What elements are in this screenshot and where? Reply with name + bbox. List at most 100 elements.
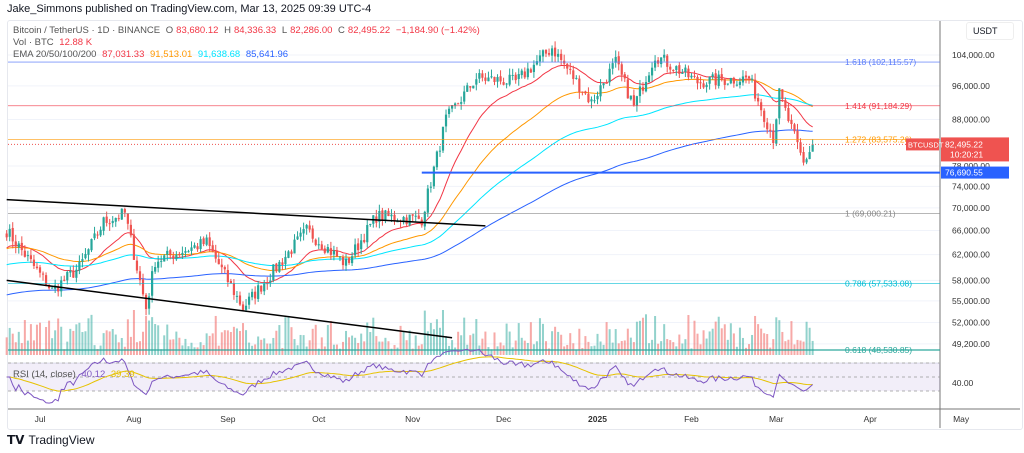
volume-bar (802, 341, 805, 355)
price-tick-label: 66,000.00 (952, 226, 990, 236)
candle-body (329, 248, 332, 255)
volume-bar (348, 337, 351, 355)
rsi-label[interactable]: RSI (14, close) (13, 369, 76, 380)
candle-body (408, 214, 411, 225)
volume-bar (8, 327, 11, 355)
candle-body (14, 241, 17, 247)
volume-bar (666, 339, 669, 355)
volume-bar (781, 331, 784, 355)
volume-bar (423, 310, 426, 355)
volume-bar (248, 342, 251, 355)
candle-body (187, 251, 190, 253)
volume-bar (29, 324, 32, 355)
volume-bar (735, 346, 738, 355)
volume-bar (487, 347, 490, 355)
candle-body (87, 249, 90, 255)
fib-level-label: 0.618 (48,530.85) (845, 345, 912, 355)
candle-body (508, 74, 511, 85)
candle-body (369, 223, 372, 225)
volume-bar (787, 339, 790, 355)
volume-bar (235, 328, 238, 355)
volume-bar (738, 327, 741, 355)
candle-body (190, 247, 193, 251)
candle-body (263, 283, 266, 292)
low-label: L (281, 25, 288, 36)
volume-bar (126, 319, 129, 355)
candle-body (611, 63, 614, 69)
volume-bar (569, 333, 572, 355)
volume-bar (484, 331, 487, 355)
volume-bar (505, 323, 508, 355)
volume-bar (596, 333, 599, 355)
volume-bar (396, 347, 399, 355)
candle-body (381, 210, 384, 221)
volume-bar (517, 323, 520, 355)
price-tick-label: 70,000.00 (952, 203, 990, 213)
fib-level-label: 1.618 (102,115.57) (845, 57, 916, 67)
volume-bar (408, 330, 411, 355)
candle-body (44, 275, 48, 287)
volume-bar (211, 333, 214, 355)
candle-body (314, 239, 317, 245)
volume-bar (535, 341, 538, 355)
volume-bar (302, 335, 305, 355)
ema-label[interactable]: EMA 20/50/100/200 (13, 49, 97, 60)
candle-body (166, 250, 169, 255)
volume-bar (208, 335, 211, 355)
candle-body (535, 61, 539, 65)
candle-body (487, 77, 490, 82)
volume-bar (526, 342, 529, 355)
candle-body (287, 251, 290, 258)
candle-body (147, 296, 151, 309)
candle-body (557, 53, 560, 57)
volume-bar (696, 333, 699, 355)
candle-body (117, 218, 120, 220)
volume-bar (451, 340, 454, 355)
candle-body (202, 238, 205, 245)
last-price-label: 82,495.22 (945, 139, 983, 149)
volume-bar (690, 348, 693, 355)
volume-bar (84, 331, 87, 355)
volume-bar (678, 334, 681, 355)
volume-bar (441, 310, 444, 355)
candle-body (578, 78, 581, 92)
volume-bar (320, 337, 323, 355)
currency-label[interactable]: USDT (966, 22, 1014, 40)
volume-bar (17, 331, 20, 355)
candle-body (178, 253, 181, 256)
candle-body (675, 66, 678, 70)
candle-body (63, 279, 66, 281)
candle-body (550, 48, 554, 56)
volume-bar (635, 321, 638, 355)
volume-bar (551, 331, 554, 355)
volume-bar (766, 334, 769, 355)
candle-body (247, 296, 251, 305)
candle-body (163, 255, 166, 262)
volume-bar (75, 324, 78, 355)
candle-body (226, 270, 229, 283)
volume-bar (538, 318, 541, 355)
candle-body (363, 239, 366, 243)
volume-bar (111, 329, 114, 355)
candle-body (538, 55, 542, 62)
volume-bar (229, 332, 232, 355)
volume-bar (754, 315, 757, 355)
volume-bar (172, 339, 175, 355)
candle-body (766, 122, 769, 130)
candle-body (366, 225, 369, 243)
volume-bar (169, 339, 172, 355)
volume-bar (242, 323, 245, 355)
volume-bar (178, 337, 181, 355)
volume-bar (87, 318, 90, 355)
candle-body (781, 89, 784, 99)
volume-bar (772, 339, 775, 355)
volume-label[interactable]: Vol · BTC (13, 37, 54, 48)
change-value: −1,184.90 (−1.42%) (395, 25, 480, 36)
candle-body (796, 130, 799, 143)
volume-bar (163, 335, 166, 355)
candle-body (569, 68, 572, 70)
volume-bar (744, 347, 747, 355)
symbol-title[interactable]: Bitcoin / TetherUS · 1D · BINANCE (13, 25, 161, 36)
price-tick-label: 62,000.00 (952, 250, 990, 260)
